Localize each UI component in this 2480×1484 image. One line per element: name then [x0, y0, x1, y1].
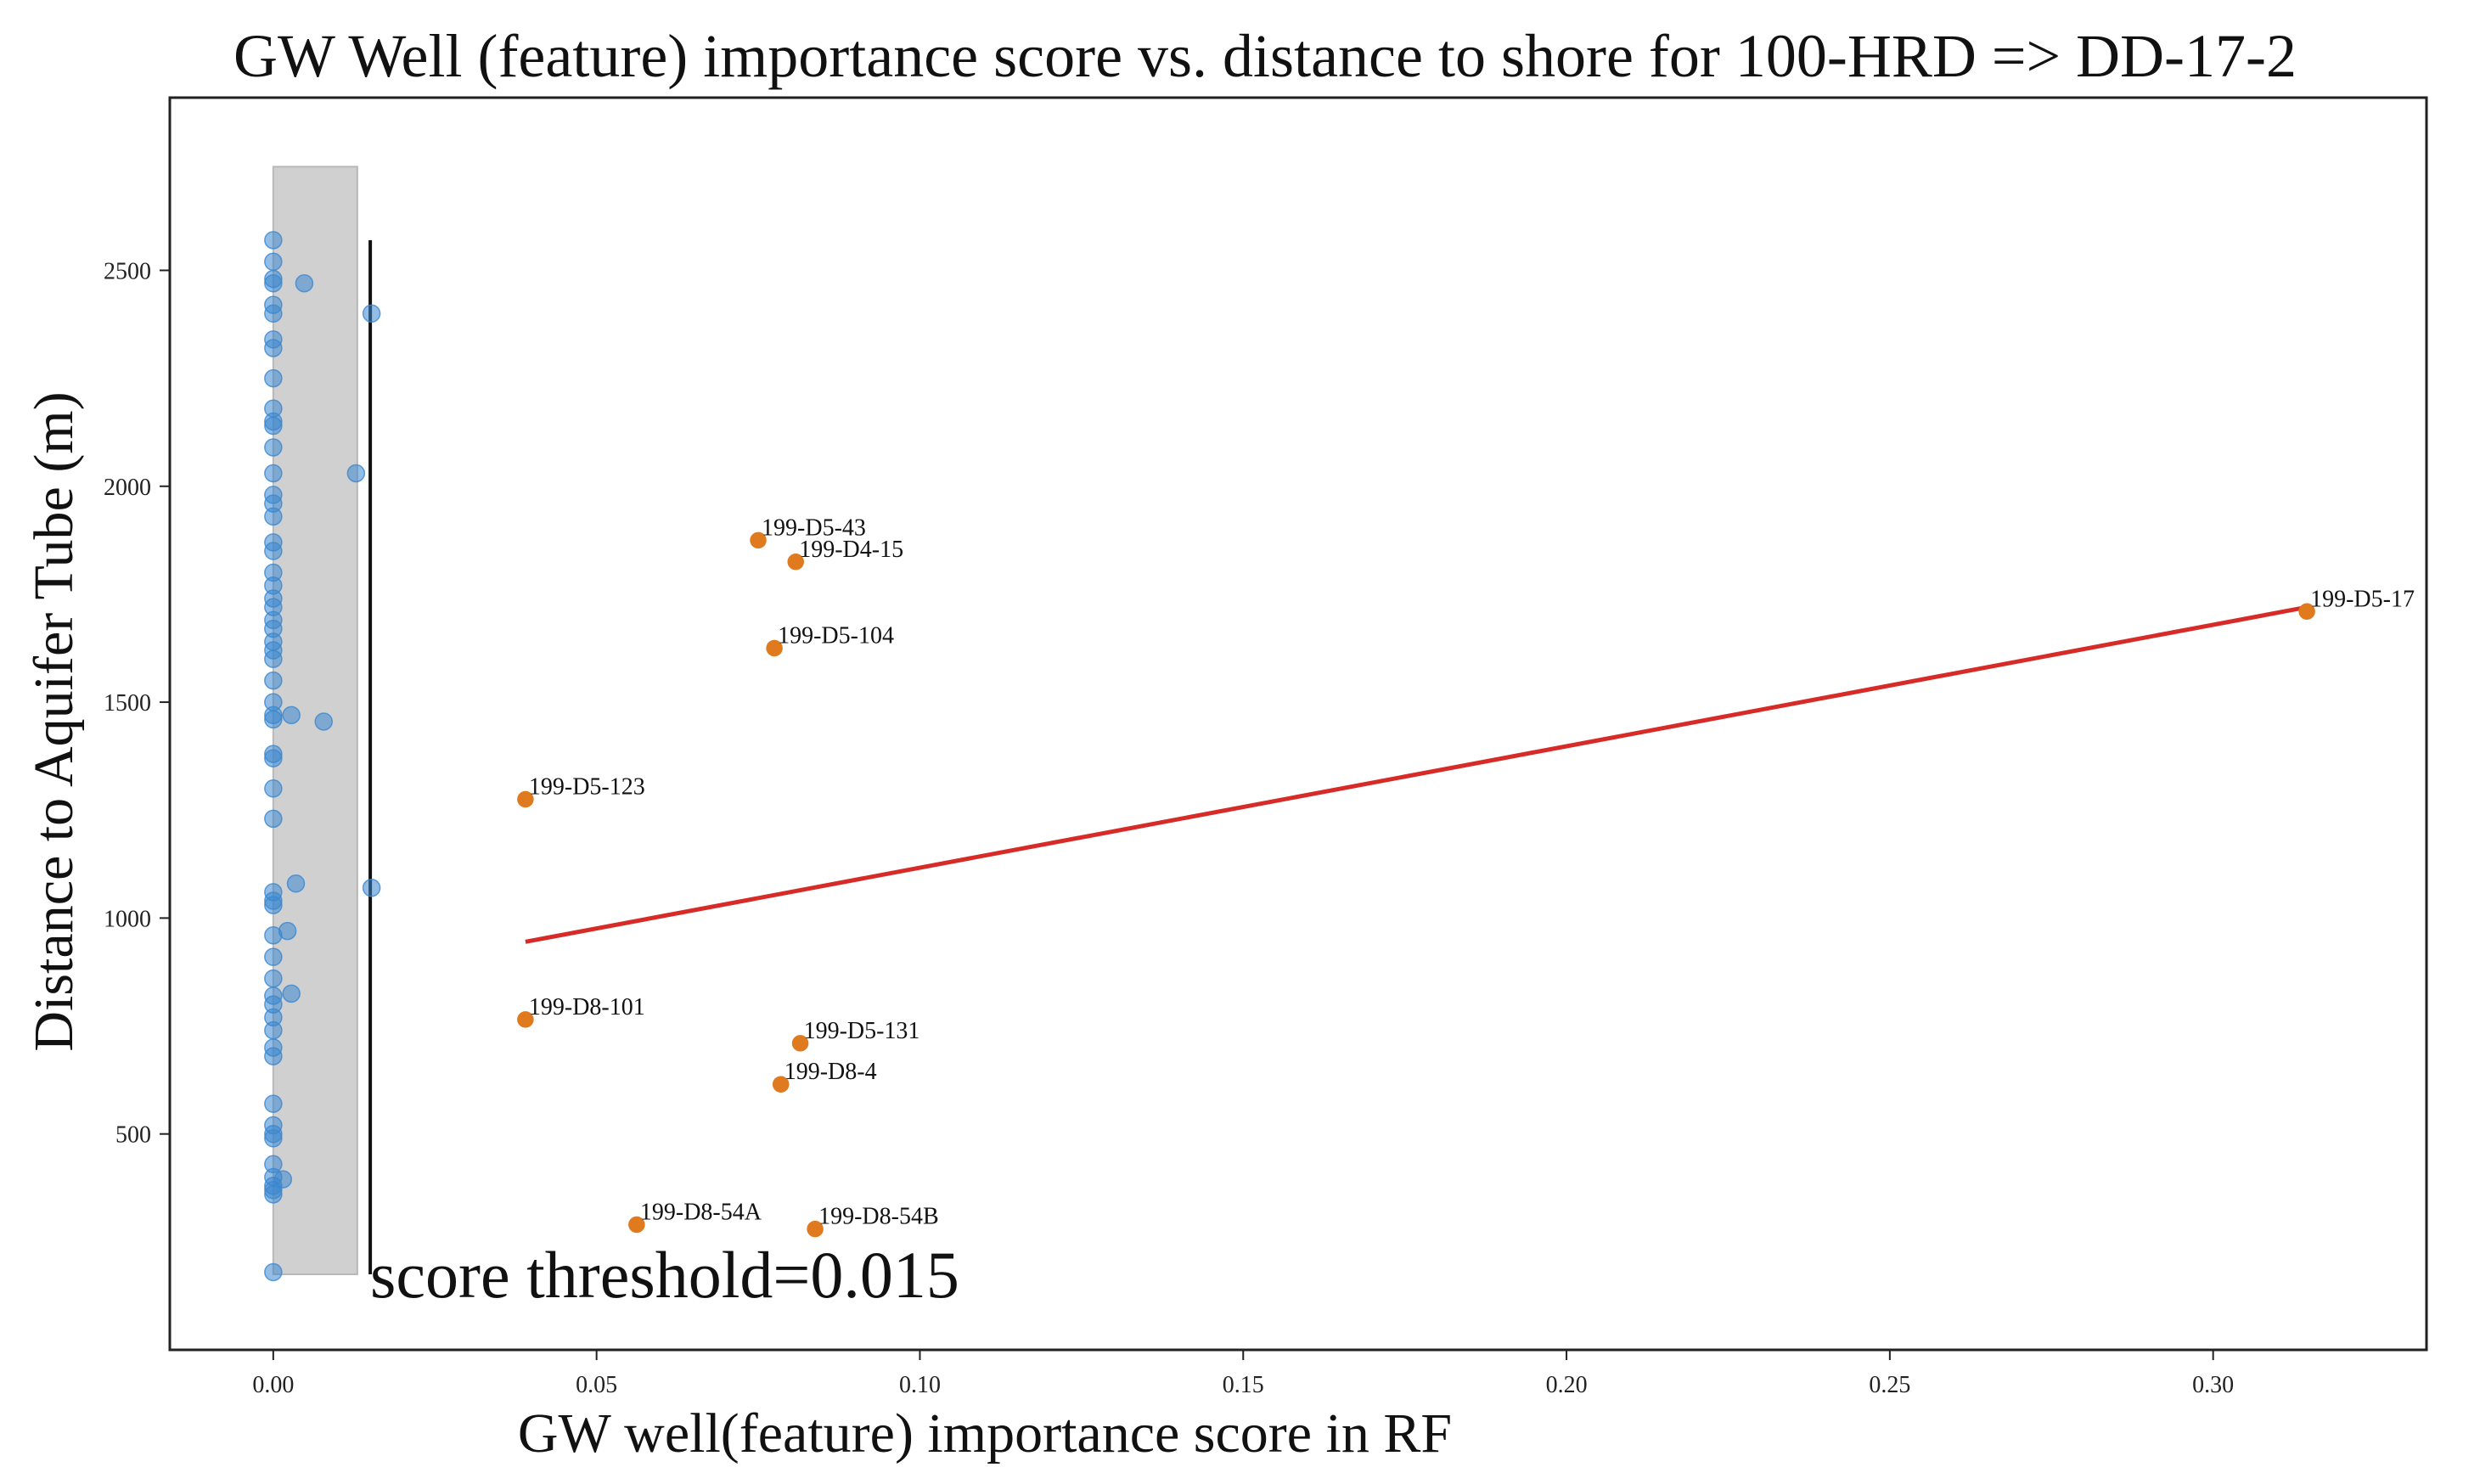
labeled-well-point [2298, 603, 2315, 621]
point-label: 199-D8-54B [818, 1204, 939, 1230]
well-point [282, 705, 301, 725]
well-point [362, 879, 381, 897]
well-point [273, 1170, 293, 1189]
y-tick-label: 1500 [104, 690, 151, 717]
labeled-well-point [787, 554, 804, 571]
well-point [264, 273, 283, 293]
point-label: 199-D8-101 [529, 994, 645, 1020]
point-label: 199-D5-104 [778, 622, 894, 649]
point-label: 199-D5-123 [529, 774, 645, 801]
well-point [295, 273, 314, 293]
well-point [264, 947, 283, 966]
trend-layer [525, 604, 2308, 944]
y-axis-label: Distance to Aquifer Tube (m) [23, 391, 85, 1051]
y-tick-label: 1000 [104, 906, 151, 932]
point-label: 199-D4-15 [799, 537, 903, 563]
x-tick-label: 0.15 [1223, 1372, 1264, 1398]
well-point [264, 710, 283, 729]
point-label: 199-D5-17 [2310, 586, 2415, 612]
labeled-well-point [766, 639, 783, 657]
well-point [264, 368, 283, 388]
well-point [264, 1047, 283, 1065]
well-point [264, 464, 283, 483]
y-axis-ticks: 500 1000 1500 2000 2500 [104, 258, 170, 1149]
well-point [264, 1262, 283, 1282]
x-tick-label: 0.30 [2192, 1372, 2234, 1398]
well-point [264, 304, 283, 323]
x-tick-label: 0.00 [252, 1372, 294, 1398]
well-point [264, 649, 283, 668]
x-axis-label: GW well(feature) importance score in RF [518, 1402, 1452, 1464]
labeled-well-point [791, 1035, 809, 1052]
point-label: 199-D8-54A [640, 1200, 762, 1226]
plot-frame [168, 96, 2428, 1352]
chart-title: GW Well (feature) importance score vs. d… [233, 22, 2297, 90]
well-point [314, 712, 334, 731]
labeled-well-point [517, 790, 534, 808]
threshold-label: score threshold=0.015 [370, 1238, 959, 1312]
point-label: 199-D5-43 [762, 514, 866, 541]
well-point [264, 438, 283, 457]
well-point [264, 339, 283, 357]
well-point [286, 874, 306, 893]
y-tick-label: 500 [115, 1122, 151, 1149]
well-point [362, 304, 381, 323]
well-point [282, 984, 301, 1003]
well-point [264, 779, 283, 798]
well-point [264, 416, 283, 436]
well-point [264, 671, 283, 690]
point-label: 199-D8-4 [784, 1059, 877, 1085]
x-tick-label: 0.25 [1869, 1372, 1910, 1398]
well-point [264, 809, 283, 829]
labeled-well-point [628, 1216, 645, 1234]
well-point [264, 542, 283, 560]
well-point [264, 749, 283, 767]
labeled-well-point [517, 1011, 534, 1028]
y-tick-label: 2500 [104, 258, 151, 284]
x-axis-ticks: 0.00 0.05 0.10 0.15 0.20 0.25 0.30 [252, 1350, 2234, 1398]
points-layer [264, 231, 2315, 1282]
well-point [264, 1020, 283, 1040]
well-point [264, 1094, 283, 1113]
well-point [264, 1129, 283, 1148]
well-point [346, 464, 366, 483]
trend-line [525, 604, 2308, 944]
well-point [264, 231, 283, 250]
well-point [278, 921, 297, 941]
point-label: 199-D5-131 [804, 1018, 920, 1044]
well-point [264, 1185, 283, 1204]
x-tick-label: 0.10 [899, 1372, 941, 1398]
labeled-well-point [807, 1220, 824, 1238]
well-point [264, 969, 283, 988]
x-tick-label: 0.20 [1546, 1372, 1588, 1398]
well-point [264, 507, 283, 526]
well-point [264, 252, 283, 272]
y-tick-label: 2000 [104, 475, 151, 501]
labeled-well-point [750, 531, 767, 549]
x-tick-label: 0.05 [576, 1372, 617, 1398]
well-point [264, 896, 283, 914]
labeled-well-point [772, 1076, 790, 1093]
